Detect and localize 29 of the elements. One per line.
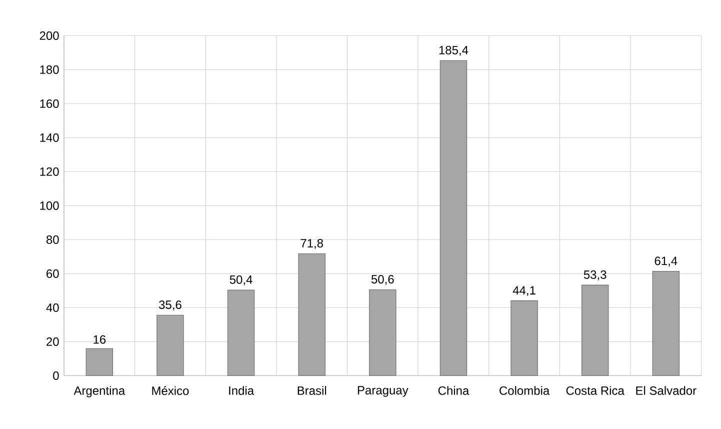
x-tick-label: México bbox=[152, 386, 189, 396]
y-tick-label: 160 bbox=[40, 99, 59, 108]
y-tick-label: 120 bbox=[40, 167, 59, 176]
data-label: 61,4 bbox=[654, 256, 678, 267]
y-tick-label: 100 bbox=[40, 201, 59, 210]
x-tick-label: Colombia bbox=[500, 386, 550, 395]
x-tick-label: Costa Rica bbox=[566, 386, 624, 395]
x-tick-label: China bbox=[438, 386, 470, 395]
x-tick-label: Brasil bbox=[298, 386, 326, 395]
data-label: 185,4 bbox=[439, 46, 468, 56]
y-tick-label: 140 bbox=[40, 133, 59, 142]
data-label: 50,6 bbox=[371, 275, 394, 285]
x-tick-label: Argentina bbox=[74, 386, 126, 398]
data-label: 35,6 bbox=[159, 300, 182, 310]
y-tick-label: 200 bbox=[40, 31, 59, 40]
y-tick-label: 0 bbox=[53, 371, 59, 380]
y-tick-label: 80 bbox=[46, 235, 59, 244]
x-tick-label: El Salvador bbox=[636, 386, 696, 395]
x-tick-label: Paraguay bbox=[358, 386, 408, 397]
data-label: 16 bbox=[94, 335, 106, 344]
x-tick-label: India bbox=[229, 386, 254, 395]
y-tick-label: 180 bbox=[40, 65, 59, 74]
y-tick-label: 60 bbox=[46, 269, 59, 278]
y-tick-label: 20 bbox=[46, 337, 59, 346]
data-label: 50,4 bbox=[230, 275, 252, 286]
data-label: 44,1 bbox=[512, 286, 536, 296]
y-tick-label: 40 bbox=[46, 303, 59, 312]
data-label: 71,8 bbox=[300, 238, 323, 249]
data-label: 53,3 bbox=[584, 270, 606, 280]
